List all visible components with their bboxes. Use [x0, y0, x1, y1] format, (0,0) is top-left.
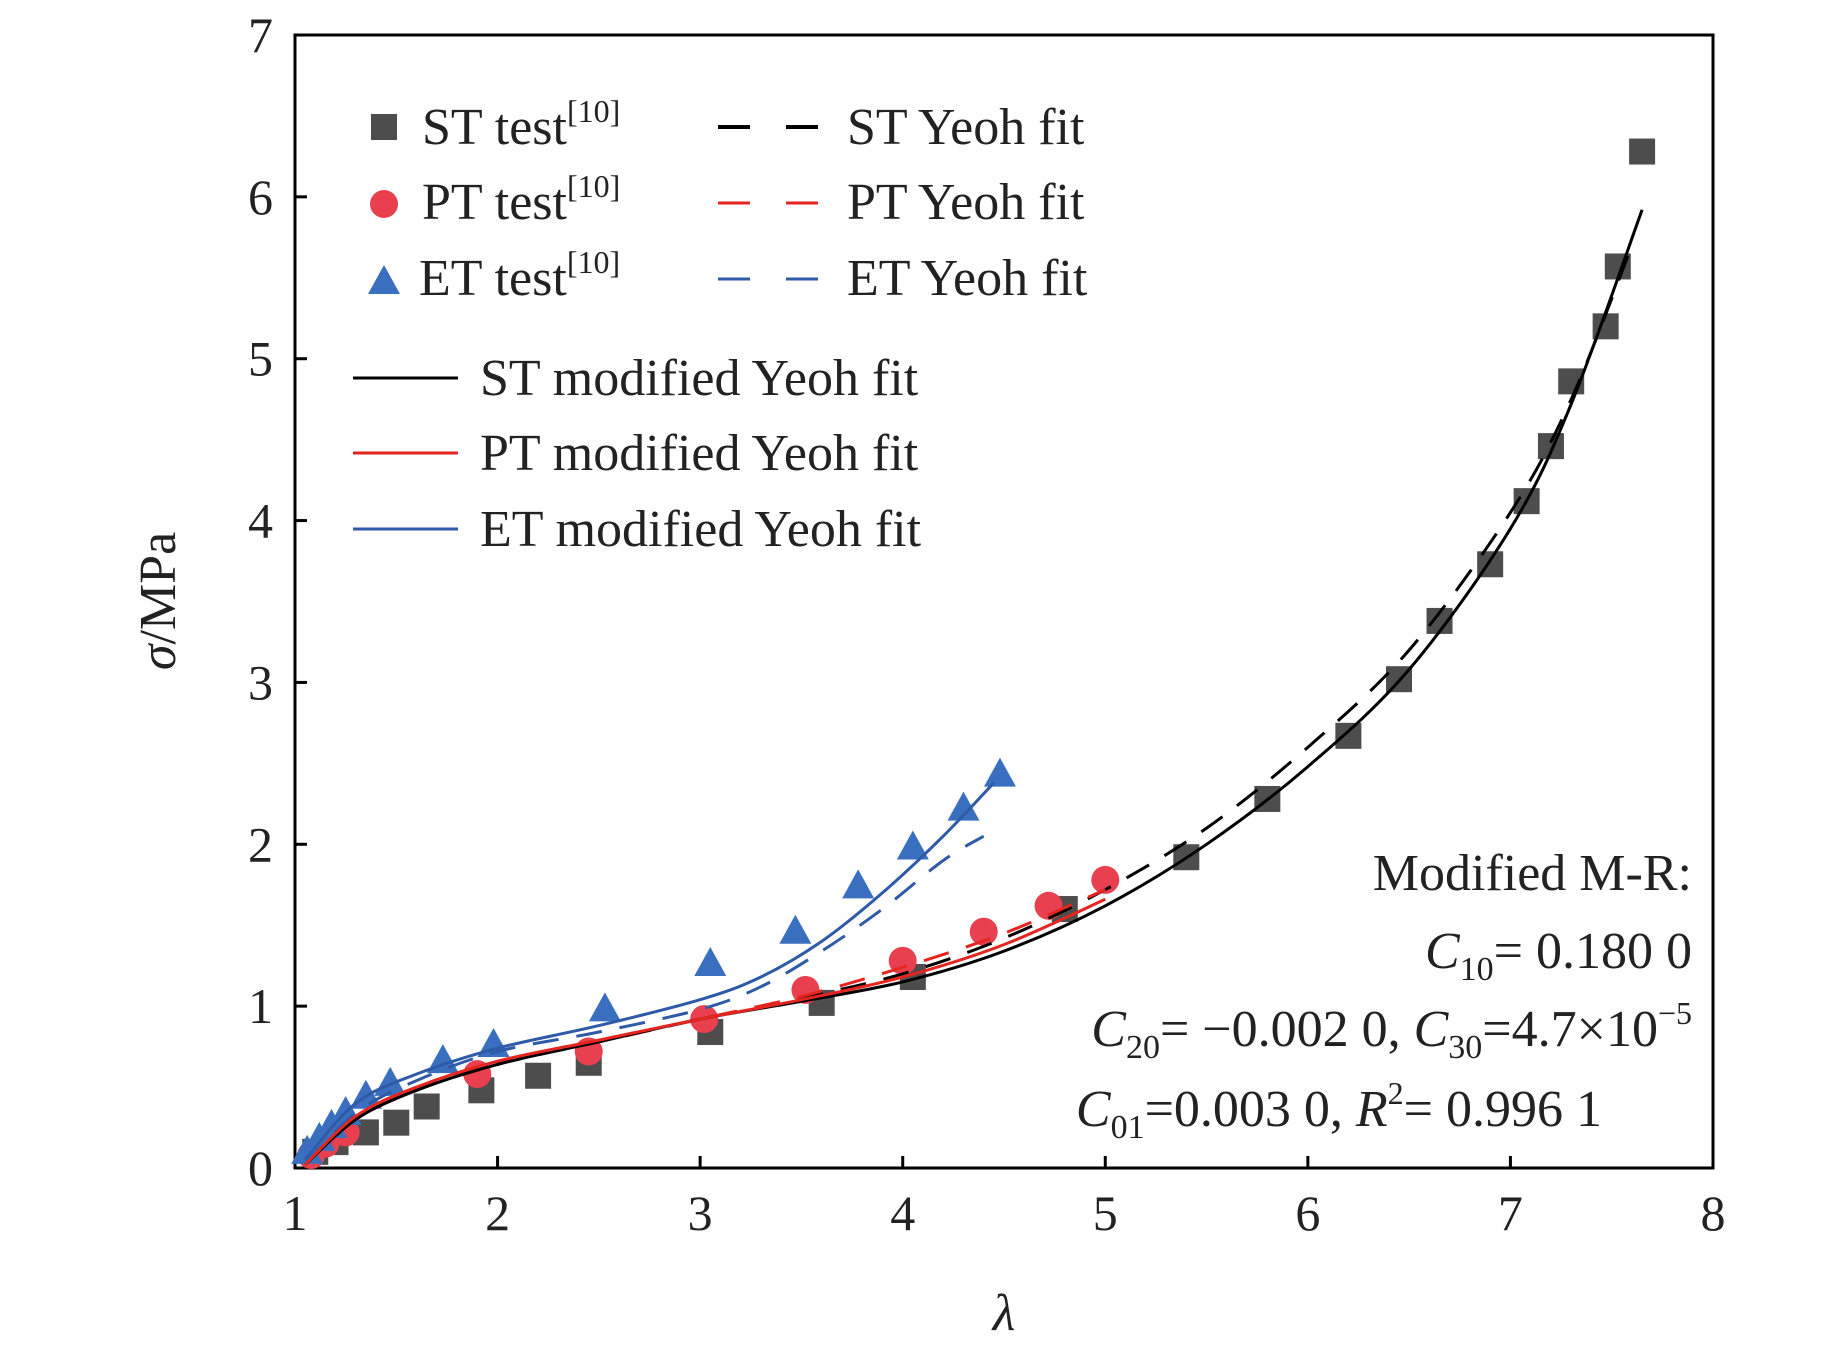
series-line [304, 834, 985, 1166]
series-et-yeoh-fit [304, 834, 985, 1166]
y-tick-label: 0 [248, 1140, 273, 1196]
legend-label-et-mod: ET modified Yeoh fit [480, 501, 922, 558]
data-point-circle [1091, 865, 1120, 894]
legend-marker-pt-test [370, 190, 398, 218]
data-point-square [413, 1093, 440, 1120]
data-point-triangle [842, 869, 875, 899]
series-st-test [302, 138, 1656, 1165]
annotation-title: Modified M-R: [1373, 845, 1692, 902]
annotation-c10: C10= 0.180 0 [1425, 923, 1692, 988]
x-tick-label: 4 [890, 1185, 915, 1241]
y-axis-unit: /MPa [130, 532, 187, 645]
y-tick-label: 2 [248, 816, 273, 872]
y-tick-label: 4 [248, 493, 273, 549]
series-line [304, 897, 1106, 1166]
legend-label-et-yeoh: ET Yeoh fit [847, 250, 1088, 307]
y-tick-label: 3 [248, 654, 273, 710]
data-point-square [525, 1062, 552, 1089]
y-tick-label: 6 [248, 169, 273, 225]
data-point-triangle [694, 947, 727, 977]
y-tick-label: 7 [248, 7, 273, 63]
legend-marker-et-test [368, 265, 400, 294]
x-axis-title: λ [991, 1285, 1016, 1342]
annotation-c01-r2: C01=0.003 0, R2= 0.996 1 [1076, 1075, 1602, 1146]
x-tick-label: 1 [283, 1185, 308, 1241]
series-st-modified-yeoh-fit [304, 209, 1644, 1166]
annotation-c20-c30: C20= −0.002 0, C30=4.7×10−5 [1091, 995, 1692, 1066]
data-point-circle [969, 917, 998, 946]
y-tick-label: 1 [248, 978, 273, 1034]
x-tick-label: 5 [1093, 1185, 1118, 1241]
legend-marker-st-test [371, 114, 397, 140]
legend-label-st-test: ST test[10] [422, 93, 620, 156]
legend: ST test[10] PT test[10] ET test[10] ST Y… [353, 93, 1088, 558]
parameter-annotation: Modified M-R: C10= 0.180 0 C20= −0.002 0… [1076, 845, 1692, 1146]
data-point-square [1335, 722, 1362, 749]
data-point-square [1629, 138, 1656, 165]
series-line [304, 209, 1644, 1166]
x-tick-label: 2 [485, 1185, 510, 1241]
series-line [303, 781, 995, 1161]
y-tick-label: 5 [248, 331, 273, 387]
plot-frame [293, 33, 1715, 1170]
data-point-triangle [896, 830, 929, 860]
data-point-square [383, 1109, 410, 1136]
data-point-triangle [779, 914, 812, 944]
x-tick-label: 8 [1701, 1185, 1726, 1241]
data-point-circle [888, 946, 917, 975]
legend-label-st-mod: ST modified Yeoh fit [480, 350, 919, 407]
y-axis-symbol: σ [130, 642, 187, 670]
x-tick-label: 6 [1295, 1185, 1320, 1241]
legend-label-et-test: ET test[10] [419, 244, 620, 307]
axis-ticks [293, 33, 1715, 1170]
y-axis-title: σ/MPa [130, 532, 187, 670]
legend-label-pt-yeoh: PT Yeoh fit [847, 174, 1085, 231]
series-layer [291, 138, 1656, 1170]
data-point-triangle [947, 791, 980, 821]
series-pt-modified-yeoh-fit [304, 897, 1106, 1166]
data-point-triangle [588, 992, 621, 1022]
data-point-triangle [983, 757, 1016, 787]
series-et-modified-yeoh-fit [303, 781, 995, 1161]
legend-label-st-yeoh: ST Yeoh fit [847, 99, 1085, 156]
x-tick-label: 7 [1498, 1185, 1523, 1241]
x-tick-label: 3 [688, 1185, 713, 1241]
legend-label-pt-test: PT test[10] [422, 168, 620, 231]
legend-label-pt-mod: PT modified Yeoh fit [480, 425, 919, 482]
